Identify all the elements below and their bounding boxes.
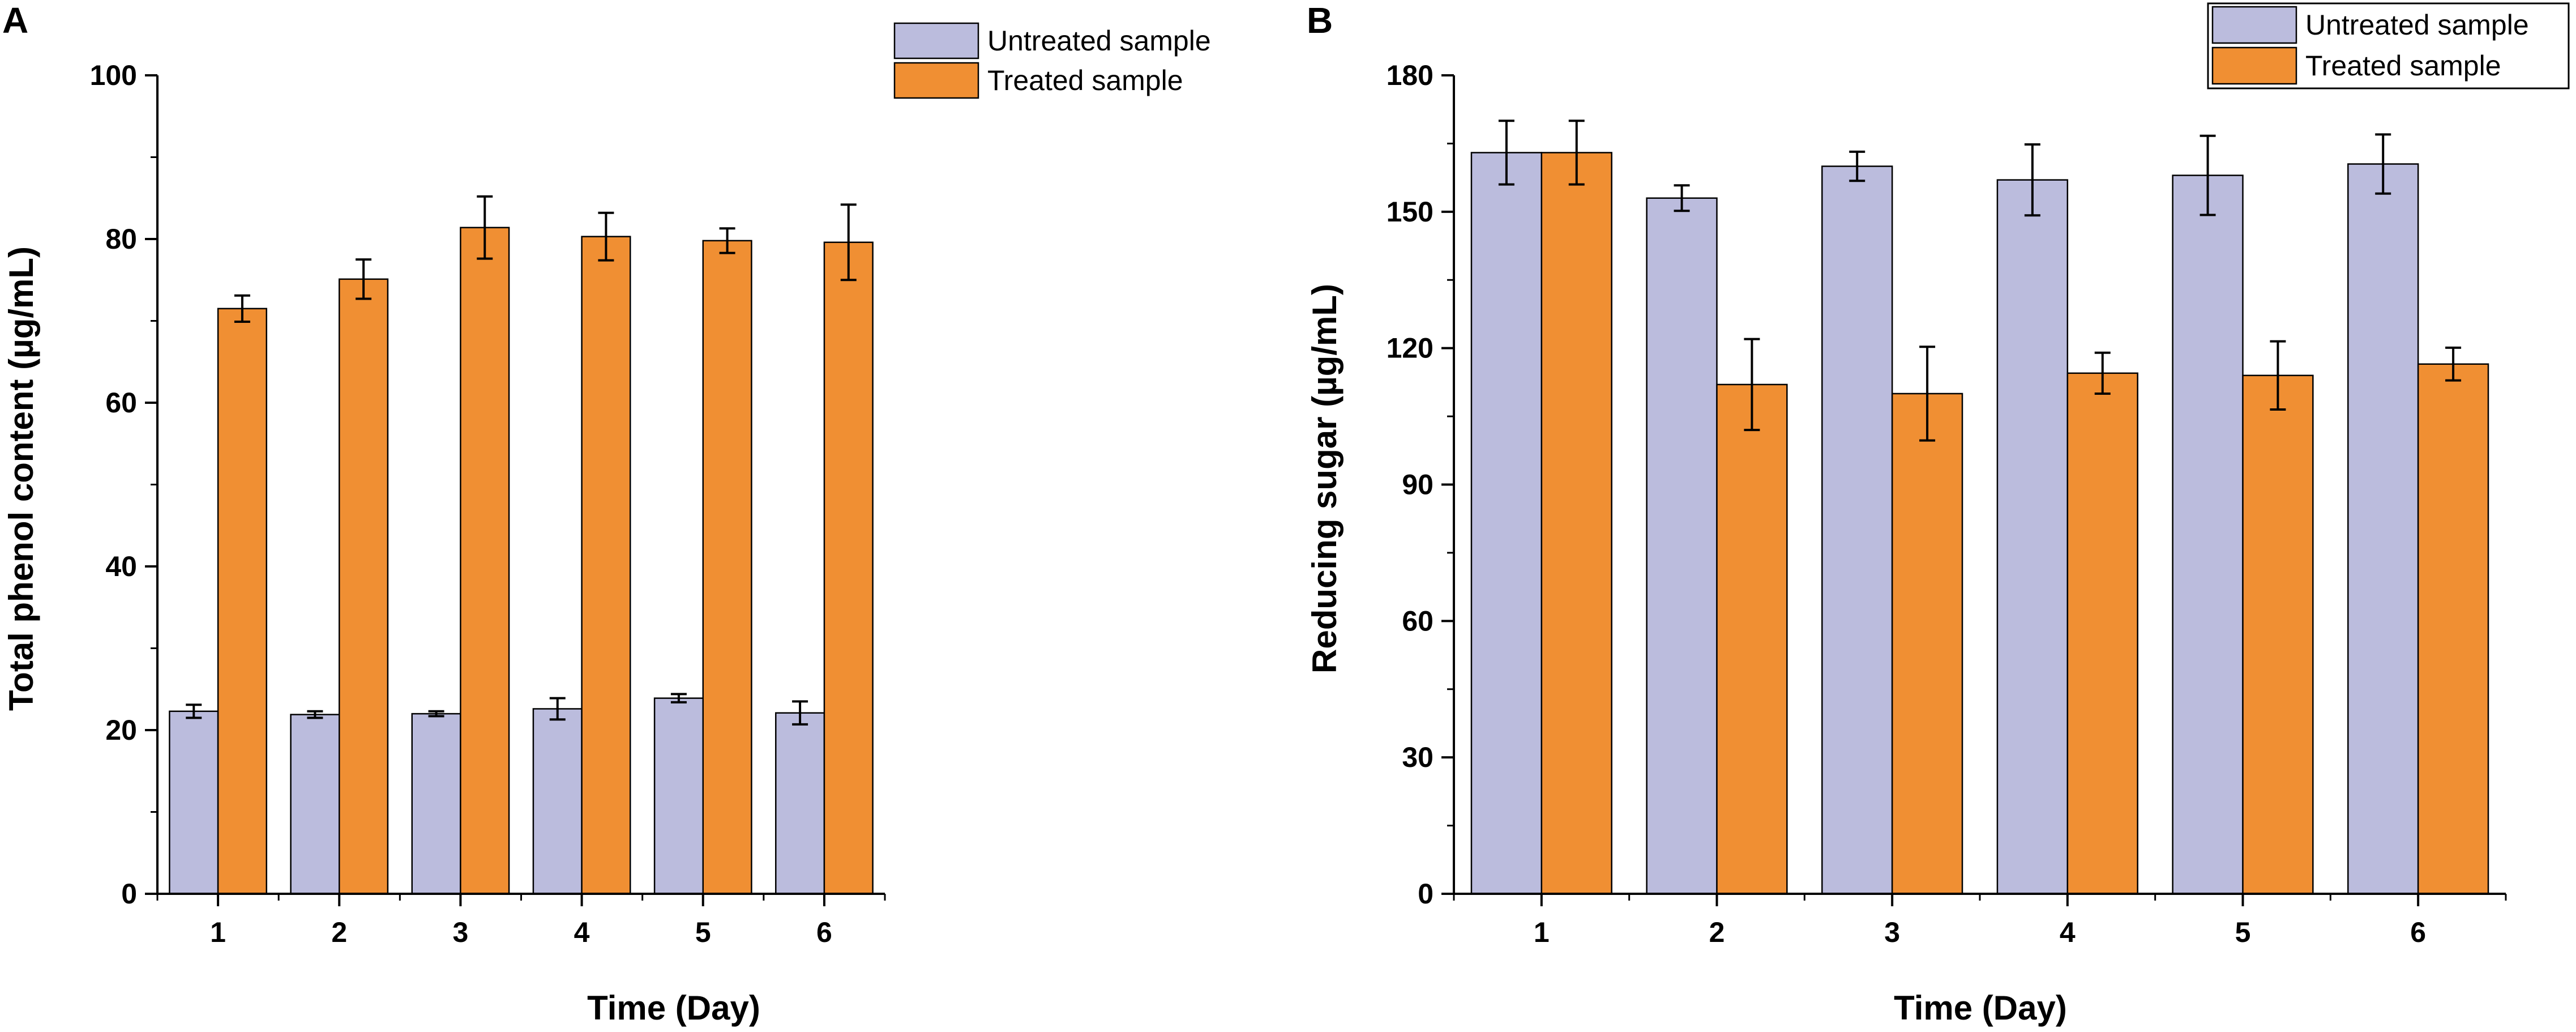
- panel-a-plot: 0 20 40 60 80 100 1 2 3 4 5 6 Untreated sample Treate…: [90, 22, 1211, 948]
- panel-a-bar-treated-day-6: [823, 241, 874, 895]
- panel-a-legend-label-untreated: Untreated sample: [987, 25, 1211, 57]
- panel-b-error-bar-treated-day-1: [1568, 120, 1585, 186]
- panel-b-legend: Untreated sample Treated sample: [2207, 2, 2570, 89]
- panel-b-bar-treated-day-1: [1541, 152, 1612, 895]
- panel-b-legend-swatch-untreated: [2211, 6, 2297, 44]
- panel-b-error-bar-untreated-day-4: [2024, 143, 2040, 217]
- panel-b-y-tick-label-30: 30: [1402, 741, 1434, 773]
- panel-b-legend-label-untreated: Untreated sample: [2305, 9, 2529, 41]
- panel-b-plot: 0 30 60 90 120 150 180 1 2 3 4 5 6 Untreated sample Tr…: [1387, 2, 2570, 948]
- panel-b-bar-treated-day-4: [2066, 372, 2138, 895]
- panel-b-error-bar-untreated-day-6: [2375, 133, 2391, 195]
- panel-a-legend-label-treated: Treated sample: [987, 65, 1183, 96]
- panel-a-letter: A: [2, 0, 28, 41]
- panel-b-x-tick-label-5: 5: [2235, 916, 2251, 948]
- panel-b-error-bar-untreated-day-1: [1498, 120, 1514, 186]
- panel-b-bar-untreated-day-4: [1996, 179, 2069, 895]
- panel-a-bar-untreated-day-1: [169, 710, 219, 895]
- panel-b-error-bar-treated-day-5: [2270, 340, 2286, 411]
- panel-a-y-tick-label-100: 100: [90, 59, 137, 91]
- panel-a-error-bar-untreated-day-3: [428, 710, 444, 718]
- panel-b-letter: B: [1307, 0, 1333, 41]
- panel-a-legend-swatch-treated: [893, 62, 979, 99]
- panel-b-y-tick-label-120: 120: [1387, 332, 1434, 364]
- panel-b-y-tick-label-0: 0: [1418, 878, 1434, 910]
- panel-b-bar-treated-day-5: [2242, 374, 2314, 895]
- panel-b-y-tick-label-150: 150: [1387, 196, 1434, 228]
- panel-a-bar-untreated-day-6: [775, 712, 825, 895]
- panel-a: A 0 20 40 60 80 100 1 2 3 4 5 6 Untreated sample Trea…: [2, 0, 1211, 1027]
- panel-a-legend-swatch-untreated: [893, 22, 979, 59]
- panel-a-error-bar-treated-day-6: [840, 203, 857, 282]
- panel-b-error-bar-treated-day-3: [1919, 346, 1936, 442]
- panel-a-error-bar-untreated-day-6: [792, 700, 808, 726]
- panel-b-y-tick-label-60: 60: [1402, 605, 1434, 637]
- panel-b-x-tick-label-6: 6: [2410, 916, 2426, 948]
- panel-a-y-tick-label-0: 0: [121, 878, 137, 910]
- panel-a-bar-treated-day-4: [581, 236, 631, 895]
- panel-a-error-bar-treated-day-1: [234, 294, 250, 323]
- panel-a-bar-treated-day-2: [339, 278, 389, 895]
- panel-b-x-tick-label-3: 3: [1884, 916, 1900, 948]
- panel-a-error-bar-treated-day-4: [598, 211, 614, 262]
- panel-b-bar-treated-day-6: [2417, 363, 2489, 895]
- panel-a-error-bar-untreated-day-4: [549, 697, 566, 721]
- panel-a-y-tick-label-60: 60: [105, 387, 137, 419]
- panel-b-error-bar-treated-day-2: [1744, 338, 1760, 432]
- panel-a-legend: Untreated sample Treated sample: [893, 22, 1211, 99]
- panel-a-x-tick-label-6: 6: [816, 916, 832, 948]
- panel-a-x-tick-label-2: 2: [331, 916, 347, 948]
- panel-a-y-tick-label-20: 20: [105, 714, 137, 746]
- panel-b-bar-untreated-day-3: [1821, 165, 1893, 895]
- panel-a-error-bar-untreated-day-1: [186, 703, 202, 719]
- panel-b-bar-treated-day-3: [1891, 393, 1963, 895]
- panel-b-error-bar-untreated-day-2: [1674, 184, 1690, 212]
- panel-b-x-tick-label-4: 4: [2060, 916, 2076, 948]
- panel-a-x-tick-label-5: 5: [695, 916, 711, 948]
- panel-a-y-tick-label-80: 80: [105, 223, 137, 255]
- panel-a-error-bar-treated-day-5: [719, 227, 735, 254]
- panel-b-x-tick-label-1: 1: [1534, 916, 1550, 948]
- panel-a-error-bar-treated-day-2: [356, 258, 372, 300]
- panel-a-x-tick-label-3: 3: [453, 916, 469, 948]
- panel-a-bar-untreated-day-5: [653, 697, 704, 895]
- panel-b-error-bar-untreated-day-5: [2200, 134, 2216, 216]
- panel-a-x-axis-title: Time (Day): [587, 989, 760, 1027]
- panel-a-bar-untreated-day-3: [411, 713, 461, 895]
- panel-a-error-bar-untreated-day-5: [670, 693, 687, 703]
- panel-a-bar-treated-day-1: [217, 308, 268, 895]
- panel-b-x-axis-title: Time (Day): [1894, 989, 2067, 1027]
- panel-b-error-bar-treated-day-4: [2094, 351, 2111, 395]
- panel-b: B 0 30 60 90 120 150 180 1 2 3 4 5 6 Untreated sample…: [1306, 0, 2570, 1027]
- panel-b-bar-untreated-day-2: [1646, 197, 1718, 895]
- panel-b-legend-swatch-treated: [2211, 46, 2297, 85]
- panel-a-x-tick-label-4: 4: [574, 916, 590, 948]
- panel-a-y-axis-title: Total phenol content (µg/mL): [2, 246, 40, 711]
- panel-a-y-tick-label-40: 40: [105, 551, 137, 582]
- panel-b-error-bar-untreated-day-3: [1849, 150, 1865, 182]
- panel-b-bar-untreated-day-6: [2347, 163, 2419, 895]
- panel-b-error-bar-treated-day-6: [2445, 346, 2462, 382]
- panel-a-bar-untreated-day-4: [532, 708, 583, 895]
- panel-a-x-tick-label-1: 1: [210, 916, 226, 948]
- panel-a-bar-treated-day-3: [460, 227, 510, 895]
- panel-b-x-tick-label-2: 2: [1709, 916, 1725, 948]
- panel-b-y-axis-title: Reducing sugar (µg/mL): [1306, 284, 1343, 673]
- panel-a-bar-untreated-day-2: [290, 714, 340, 895]
- panel-b-bar-untreated-day-5: [2172, 174, 2244, 895]
- panel-a-bar-treated-day-5: [702, 240, 752, 895]
- panel-b-legend-label-treated: Treated sample: [2305, 50, 2501, 82]
- panel-b-bar-untreated-day-1: [1470, 152, 1543, 895]
- panel-b-y-tick-label-180: 180: [1387, 59, 1434, 91]
- panel-b-y-tick-label-90: 90: [1402, 469, 1434, 501]
- panel-a-error-bar-untreated-day-2: [307, 710, 323, 719]
- panel-b-bar-treated-day-2: [1716, 383, 1788, 895]
- panel-a-error-bar-treated-day-3: [477, 195, 493, 260]
